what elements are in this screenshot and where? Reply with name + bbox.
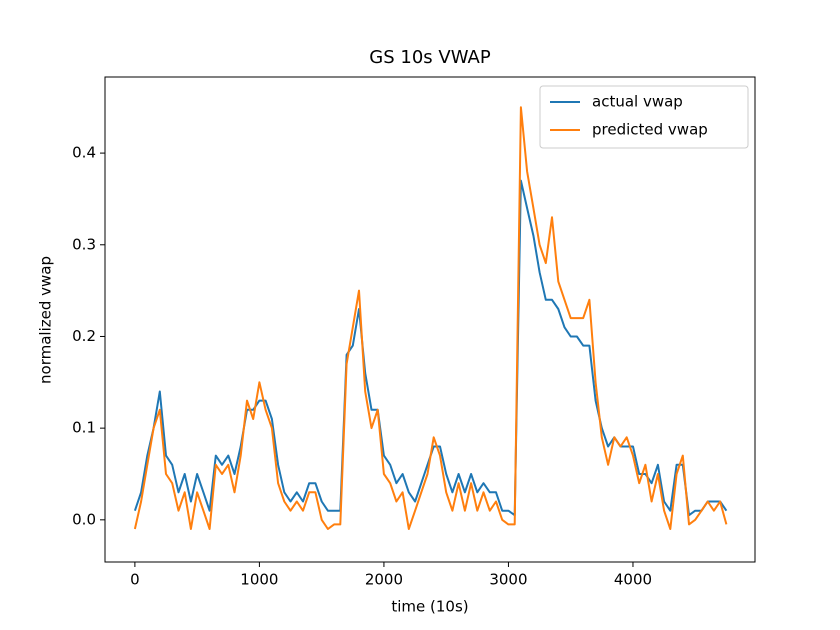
x-tick-label: 0 [130, 571, 140, 589]
x-tick-label: 2000 [365, 571, 403, 589]
x-tick-label: 3000 [489, 571, 527, 589]
legend-label: predicted vwap [592, 121, 708, 139]
series-line [133, 106, 728, 530]
legend-box [539, 85, 749, 149]
y-axis-label: normalized vwap [37, 256, 55, 384]
x-tick-label: 4000 [614, 571, 652, 589]
y-tick-label: 0.0 [72, 510, 96, 528]
y-tick-label: 0.3 [72, 235, 96, 253]
x-axis-label: time (10s) [391, 598, 468, 616]
y-tick-label: 0.4 [72, 144, 96, 162]
plot-frame [104, 76, 756, 563]
chart-title: GS 10s VWAP [369, 47, 491, 68]
series-line [133, 179, 728, 517]
y-tick-label: 0.1 [72, 419, 96, 437]
legend-label: actual vwap [592, 93, 683, 111]
y-tick-label: 0.2 [72, 327, 96, 345]
x-tick-label: 1000 [240, 571, 278, 589]
